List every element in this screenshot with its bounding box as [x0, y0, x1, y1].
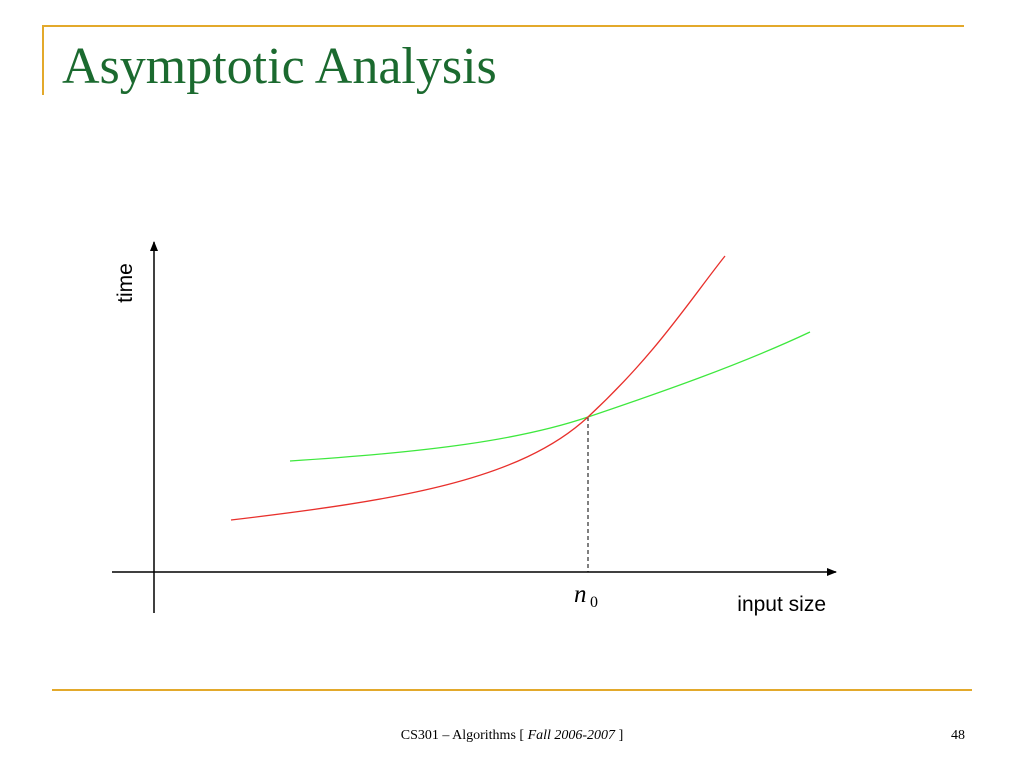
- footer-course: CS301 – Algorithms [: [400, 728, 525, 743]
- y-axis-label: time: [114, 263, 137, 303]
- slide-title: Asymptotic Analysis: [62, 38, 497, 95]
- page-number: 48: [951, 728, 965, 743]
- footer-close: ]: [615, 728, 624, 743]
- x-axis-label: input size: [737, 593, 826, 616]
- n0-label: n: [574, 581, 587, 608]
- footer: CS301 – Algorithms [ Fall 2006-2007 ]: [0, 728, 1024, 744]
- n0-letter: n: [574, 581, 587, 608]
- red-curve: [230, 255, 726, 521]
- title-top-rule: [44, 25, 964, 27]
- n0-subscript: 0: [590, 594, 598, 611]
- title-left-rule: [42, 25, 44, 95]
- green-curve: [289, 331, 811, 462]
- footer-rule: [52, 689, 972, 691]
- footer-term: Fall 2006-2007: [527, 728, 616, 743]
